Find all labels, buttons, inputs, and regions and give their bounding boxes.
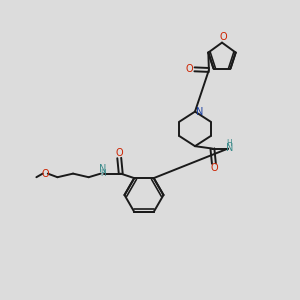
Text: H: H bbox=[226, 139, 232, 148]
Text: N: N bbox=[196, 106, 203, 117]
Text: O: O bbox=[219, 32, 227, 43]
Text: H: H bbox=[100, 169, 106, 178]
Text: N: N bbox=[226, 143, 233, 153]
Text: O: O bbox=[186, 64, 194, 74]
Text: O: O bbox=[42, 169, 50, 178]
Text: O: O bbox=[116, 148, 123, 158]
Text: O: O bbox=[210, 164, 218, 173]
Text: N: N bbox=[99, 164, 107, 173]
